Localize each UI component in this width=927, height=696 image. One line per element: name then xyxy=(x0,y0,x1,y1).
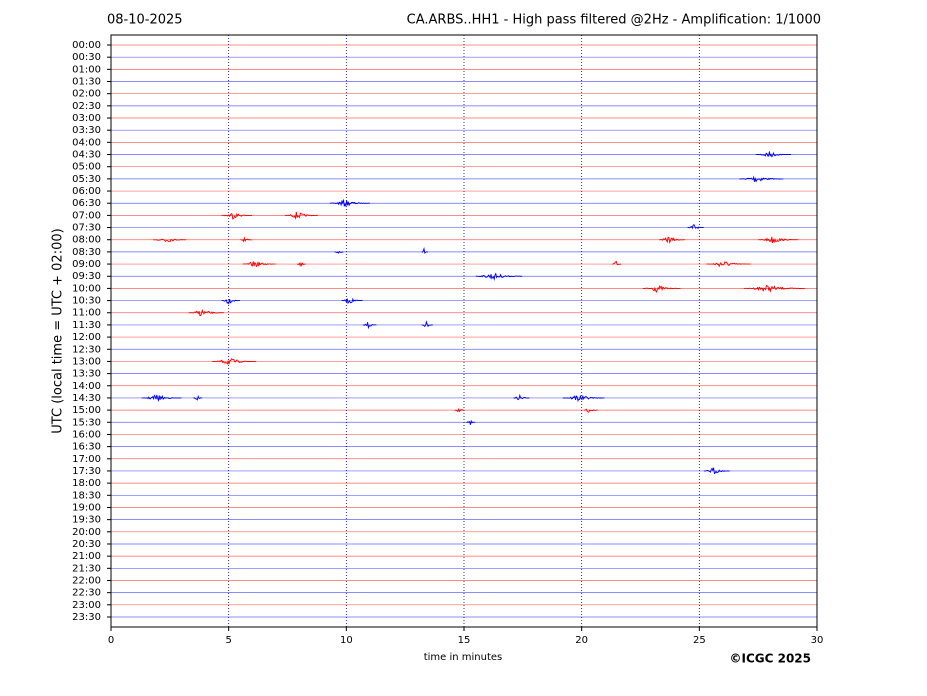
y-tick-label: 22:30 xyxy=(72,588,101,599)
seismic-burst xyxy=(240,236,252,243)
seismic-burst xyxy=(513,393,530,401)
seismic-burst xyxy=(221,212,253,220)
plot-frame xyxy=(110,34,818,628)
seismic-burst xyxy=(334,250,344,254)
y-tick-label: 09:00 xyxy=(72,259,101,270)
y-tick-label: 22:00 xyxy=(72,575,101,586)
chart-title: CA.ARBS..HH1 - High pass filtered @2Hz -… xyxy=(407,13,821,28)
y-tick-label: 21:00 xyxy=(72,551,101,562)
y-tick-label: 15:00 xyxy=(72,405,101,416)
seismic-burst xyxy=(296,261,306,268)
y-tick-label: 14:30 xyxy=(72,393,101,404)
x-tick-label: 30 xyxy=(811,635,824,646)
seismic-burst xyxy=(188,309,224,317)
y-tick-label: 19:30 xyxy=(72,515,101,526)
seismic-burst xyxy=(421,246,428,254)
y-tick-label: 18:30 xyxy=(72,490,101,501)
y-tick-label: 14:00 xyxy=(72,381,101,392)
seismic-burst xyxy=(242,261,276,268)
seismic-burst xyxy=(212,358,257,365)
seismic-burst xyxy=(755,151,791,158)
y-tick-label: 11:00 xyxy=(72,308,101,319)
seismic-burst xyxy=(285,211,318,220)
x-tick-label: 5 xyxy=(225,635,231,646)
seismic-burst xyxy=(153,238,187,243)
y-tick-label: 17:00 xyxy=(72,454,101,465)
x-tick-label: 10 xyxy=(340,635,353,646)
y-tick-label: 03:00 xyxy=(72,113,101,124)
y-tick-label: 12:00 xyxy=(72,332,101,343)
seismic-burst xyxy=(562,395,605,402)
y-tick-label: 12:30 xyxy=(72,344,101,355)
seismic-burst xyxy=(475,272,523,281)
chart-date: 08-10-2025 xyxy=(107,13,183,28)
y-tick-label: 23:00 xyxy=(72,600,101,611)
y-tick-label: 17:30 xyxy=(72,466,101,477)
y-tick-label: 10:30 xyxy=(72,296,101,307)
seismic-burst xyxy=(703,467,730,475)
y-tick-label: 00:30 xyxy=(72,52,101,63)
y-tick-label: 13:00 xyxy=(72,356,101,367)
seismic-burst xyxy=(739,175,784,183)
seismic-burst xyxy=(454,407,464,413)
y-tick-label: 11:30 xyxy=(72,320,101,331)
y-tick-label: 05:00 xyxy=(72,162,101,173)
y-axis-label: UTC (local time = UTC + 02:00) xyxy=(51,228,66,433)
x-axis-label: time in minutes xyxy=(424,652,503,663)
y-tick-label: 16:00 xyxy=(72,429,101,440)
seismic-burst xyxy=(659,236,685,245)
y-tick-label: 05:30 xyxy=(72,174,101,185)
seismic-burst xyxy=(141,394,182,403)
y-tick-label: 08:30 xyxy=(72,247,101,258)
credit: ©ICGC 2025 xyxy=(729,652,811,666)
y-tick-label: 04:00 xyxy=(72,137,101,148)
x-tick-label: 0 xyxy=(108,635,114,646)
y-tick-label: 01:30 xyxy=(72,77,101,88)
x-tick-label: 20 xyxy=(575,635,588,646)
y-tick-label: 08:00 xyxy=(72,235,101,246)
y-tick-label: 16:30 xyxy=(72,442,101,453)
y-tick-label: 13:30 xyxy=(72,369,101,380)
seismic-burst xyxy=(221,299,240,305)
y-tick-label: 07:00 xyxy=(72,210,101,221)
y-tick-label: 20:30 xyxy=(72,539,101,550)
y-tick-label: 19:00 xyxy=(72,502,101,513)
y-tick-label: 15:30 xyxy=(72,417,101,428)
y-tick-label: 18:00 xyxy=(72,478,101,489)
y-tick-label: 02:00 xyxy=(72,89,101,100)
seismic-burst xyxy=(687,224,704,230)
y-tick-label: 03:30 xyxy=(72,125,101,136)
y-tick-label: 23:30 xyxy=(72,612,101,623)
y-tick-label: 10:00 xyxy=(72,283,101,294)
y-tick-label: 07:30 xyxy=(72,223,101,234)
seismic-burst xyxy=(341,297,363,305)
seismic-burst xyxy=(612,260,622,266)
seismic-burst xyxy=(421,320,433,328)
seismic-burst xyxy=(758,236,799,244)
y-tick-label: 02:30 xyxy=(72,101,101,112)
x-tick-label: 15 xyxy=(458,635,471,646)
seismic-burst xyxy=(193,394,203,401)
y-tick-label: 06:30 xyxy=(72,198,101,209)
x-tick-label: 25 xyxy=(693,635,706,646)
seismic-burst xyxy=(744,284,805,293)
y-tick-label: 21:30 xyxy=(72,563,101,574)
y-tick-label: 09:30 xyxy=(72,271,101,282)
seismic-burst xyxy=(466,419,476,425)
y-tick-label: 01:00 xyxy=(72,64,101,75)
seismic-burst xyxy=(362,322,377,330)
seismic-burst xyxy=(642,284,681,294)
seismic-burst xyxy=(329,199,370,208)
seismic-burst xyxy=(706,261,751,268)
y-tick-label: 20:00 xyxy=(72,527,101,538)
y-tick-label: 06:00 xyxy=(72,186,101,197)
seismic-burst xyxy=(583,408,598,413)
y-tick-label: 04:30 xyxy=(72,150,101,161)
y-tick-label: 00:00 xyxy=(72,40,101,51)
